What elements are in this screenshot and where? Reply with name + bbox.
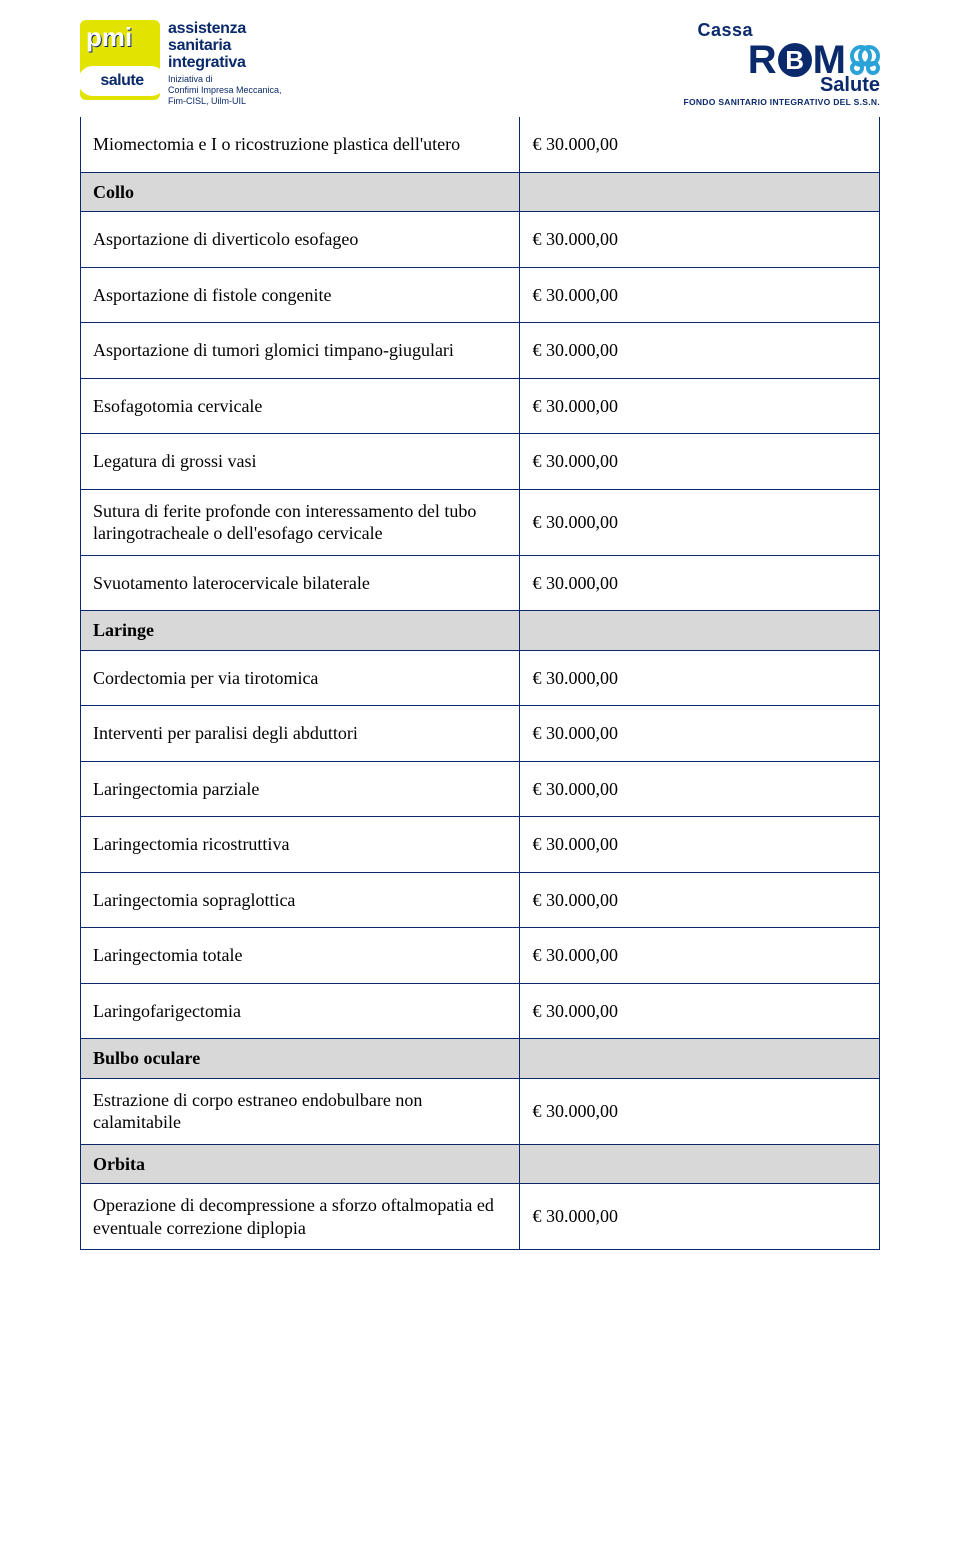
procedure-label: Interventi per paralisi degli abduttori [81, 706, 520, 762]
flower-icon [850, 45, 880, 75]
asi-line3: integrativa [168, 54, 282, 71]
procedure-label: Sutura di ferite profonde con interessam… [81, 489, 520, 555]
asi-line1: assistenza [168, 20, 282, 37]
section-row: Collo [81, 172, 880, 212]
procedure-amount: € 30.000,00 [520, 761, 880, 817]
procedure-label: Laringectomia totale [81, 928, 520, 984]
procedure-label: Miomectomia e I o ricostruzione plastica… [81, 117, 520, 172]
table-row: Legatura di grossi vasi€ 30.000,00 [81, 434, 880, 490]
cassa-label: Cassa [683, 20, 880, 41]
procedure-label: Legatura di grossi vasi [81, 434, 520, 490]
procedure-label: Laringofarigectomia [81, 983, 520, 1039]
table-row: Laringofarigectomia€ 30.000,00 [81, 983, 880, 1039]
table-row: Asportazione di tumori glomici timpano-g… [81, 323, 880, 379]
procedure-amount: € 30.000,00 [520, 555, 880, 611]
page: pmi salute assistenza sanitaria integrat… [0, 0, 960, 1290]
procedure-label: Esofagotomia cervicale [81, 378, 520, 434]
logo-rbm-salute: Cassa R B M Salute FONDO SANITARIO INTEG… [683, 20, 880, 107]
table-row: Miomectomia e I o ricostruzione plastica… [81, 117, 880, 172]
section-empty [520, 1144, 880, 1184]
asi-sub3: Fim-CISL, Uilm-UIL [168, 96, 282, 107]
rbm-m: M [813, 43, 846, 77]
section-label: Laringe [81, 611, 520, 651]
procedure-amount: € 30.000,00 [520, 817, 880, 873]
table-row: Laringectomia totale€ 30.000,00 [81, 928, 880, 984]
asi-sub1: Iniziativa di [168, 74, 282, 85]
asi-line2: sanitaria [168, 37, 282, 54]
section-label: Collo [81, 172, 520, 212]
section-empty [520, 172, 880, 212]
procedure-amount: € 30.000,00 [520, 212, 880, 268]
table-row: Esofagotomia cervicale€ 30.000,00 [81, 378, 880, 434]
section-empty [520, 611, 880, 651]
procedure-amount: € 30.000,00 [520, 1184, 880, 1250]
procedure-amount: € 30.000,00 [520, 928, 880, 984]
procedure-amount: € 30.000,00 [520, 1078, 880, 1144]
rbm-row: R B M [683, 43, 880, 77]
salute-label: Salute [683, 75, 880, 95]
procedures-table: Miomectomia e I o ricostruzione plastica… [80, 117, 880, 1250]
asi-sub2: Confimi Impresa Meccanica, [168, 85, 282, 96]
fondo-label: FONDO SANITARIO INTEGRATIVO DEL S.S.N. [683, 97, 880, 107]
procedure-label: Asportazione di diverticolo esofageo [81, 212, 520, 268]
section-row: Bulbo oculare [81, 1039, 880, 1079]
procedure-amount: € 30.000,00 [520, 872, 880, 928]
logo-pmi-salute: pmi salute assistenza sanitaria integrat… [80, 20, 282, 107]
section-row: Laringe [81, 611, 880, 651]
procedure-amount: € 30.000,00 [520, 489, 880, 555]
procedure-label: Svuotamento laterocervicale bilaterale [81, 555, 520, 611]
rbm-letters: R B M [748, 43, 846, 77]
procedure-amount: € 30.000,00 [520, 650, 880, 706]
table-row: Estrazione di corpo estraneo endobulbare… [81, 1078, 880, 1144]
table-row: Interventi per paralisi degli abduttori€… [81, 706, 880, 762]
pmi-box: pmi salute [80, 20, 160, 100]
procedure-label: Laringectomia sopraglottica [81, 872, 520, 928]
procedure-label: Cordectomia per via tirotomica [81, 650, 520, 706]
asi-block: assistenza sanitaria integrativa Iniziat… [168, 20, 282, 107]
rbm-b: B [778, 43, 812, 77]
pmi-bubble: salute [80, 66, 160, 96]
procedure-amount: € 30.000,00 [520, 323, 880, 379]
procedure-label: Laringectomia parziale [81, 761, 520, 817]
procedure-amount: € 30.000,00 [520, 434, 880, 490]
procedure-amount: € 30.000,00 [520, 706, 880, 762]
table-row: Sutura di ferite profonde con interessam… [81, 489, 880, 555]
procedure-label: Laringectomia ricostruttiva [81, 817, 520, 873]
table-row: Laringectomia sopraglottica€ 30.000,00 [81, 872, 880, 928]
section-label: Bulbo oculare [81, 1039, 520, 1079]
table-row: Cordectomia per via tirotomica€ 30.000,0… [81, 650, 880, 706]
table-row: Laringectomia ricostruttiva€ 30.000,00 [81, 817, 880, 873]
table-row: Svuotamento laterocervicale bilaterale€ … [81, 555, 880, 611]
table-row: Operazione di decompressione a sforzo of… [81, 1184, 880, 1250]
section-row: Orbita [81, 1144, 880, 1184]
table-row: Asportazione di fistole congenite€ 30.00… [81, 267, 880, 323]
procedure-amount: € 30.000,00 [520, 267, 880, 323]
section-label: Orbita [81, 1144, 520, 1184]
procedure-amount: € 30.000,00 [520, 117, 880, 172]
pmi-text: pmi [86, 26, 132, 48]
table-row: Laringectomia parziale€ 30.000,00 [81, 761, 880, 817]
procedure-label: Asportazione di fistole congenite [81, 267, 520, 323]
procedure-amount: € 30.000,00 [520, 983, 880, 1039]
procedure-label: Operazione di decompressione a sforzo of… [81, 1184, 520, 1250]
procedure-amount: € 30.000,00 [520, 378, 880, 434]
table-row: Asportazione di diverticolo esofageo€ 30… [81, 212, 880, 268]
section-empty [520, 1039, 880, 1079]
procedure-label: Estrazione di corpo estraneo endobulbare… [81, 1078, 520, 1144]
procedure-label: Asportazione di tumori glomici timpano-g… [81, 323, 520, 379]
header: pmi salute assistenza sanitaria integrat… [80, 20, 880, 107]
rbm-r: R [748, 43, 777, 77]
